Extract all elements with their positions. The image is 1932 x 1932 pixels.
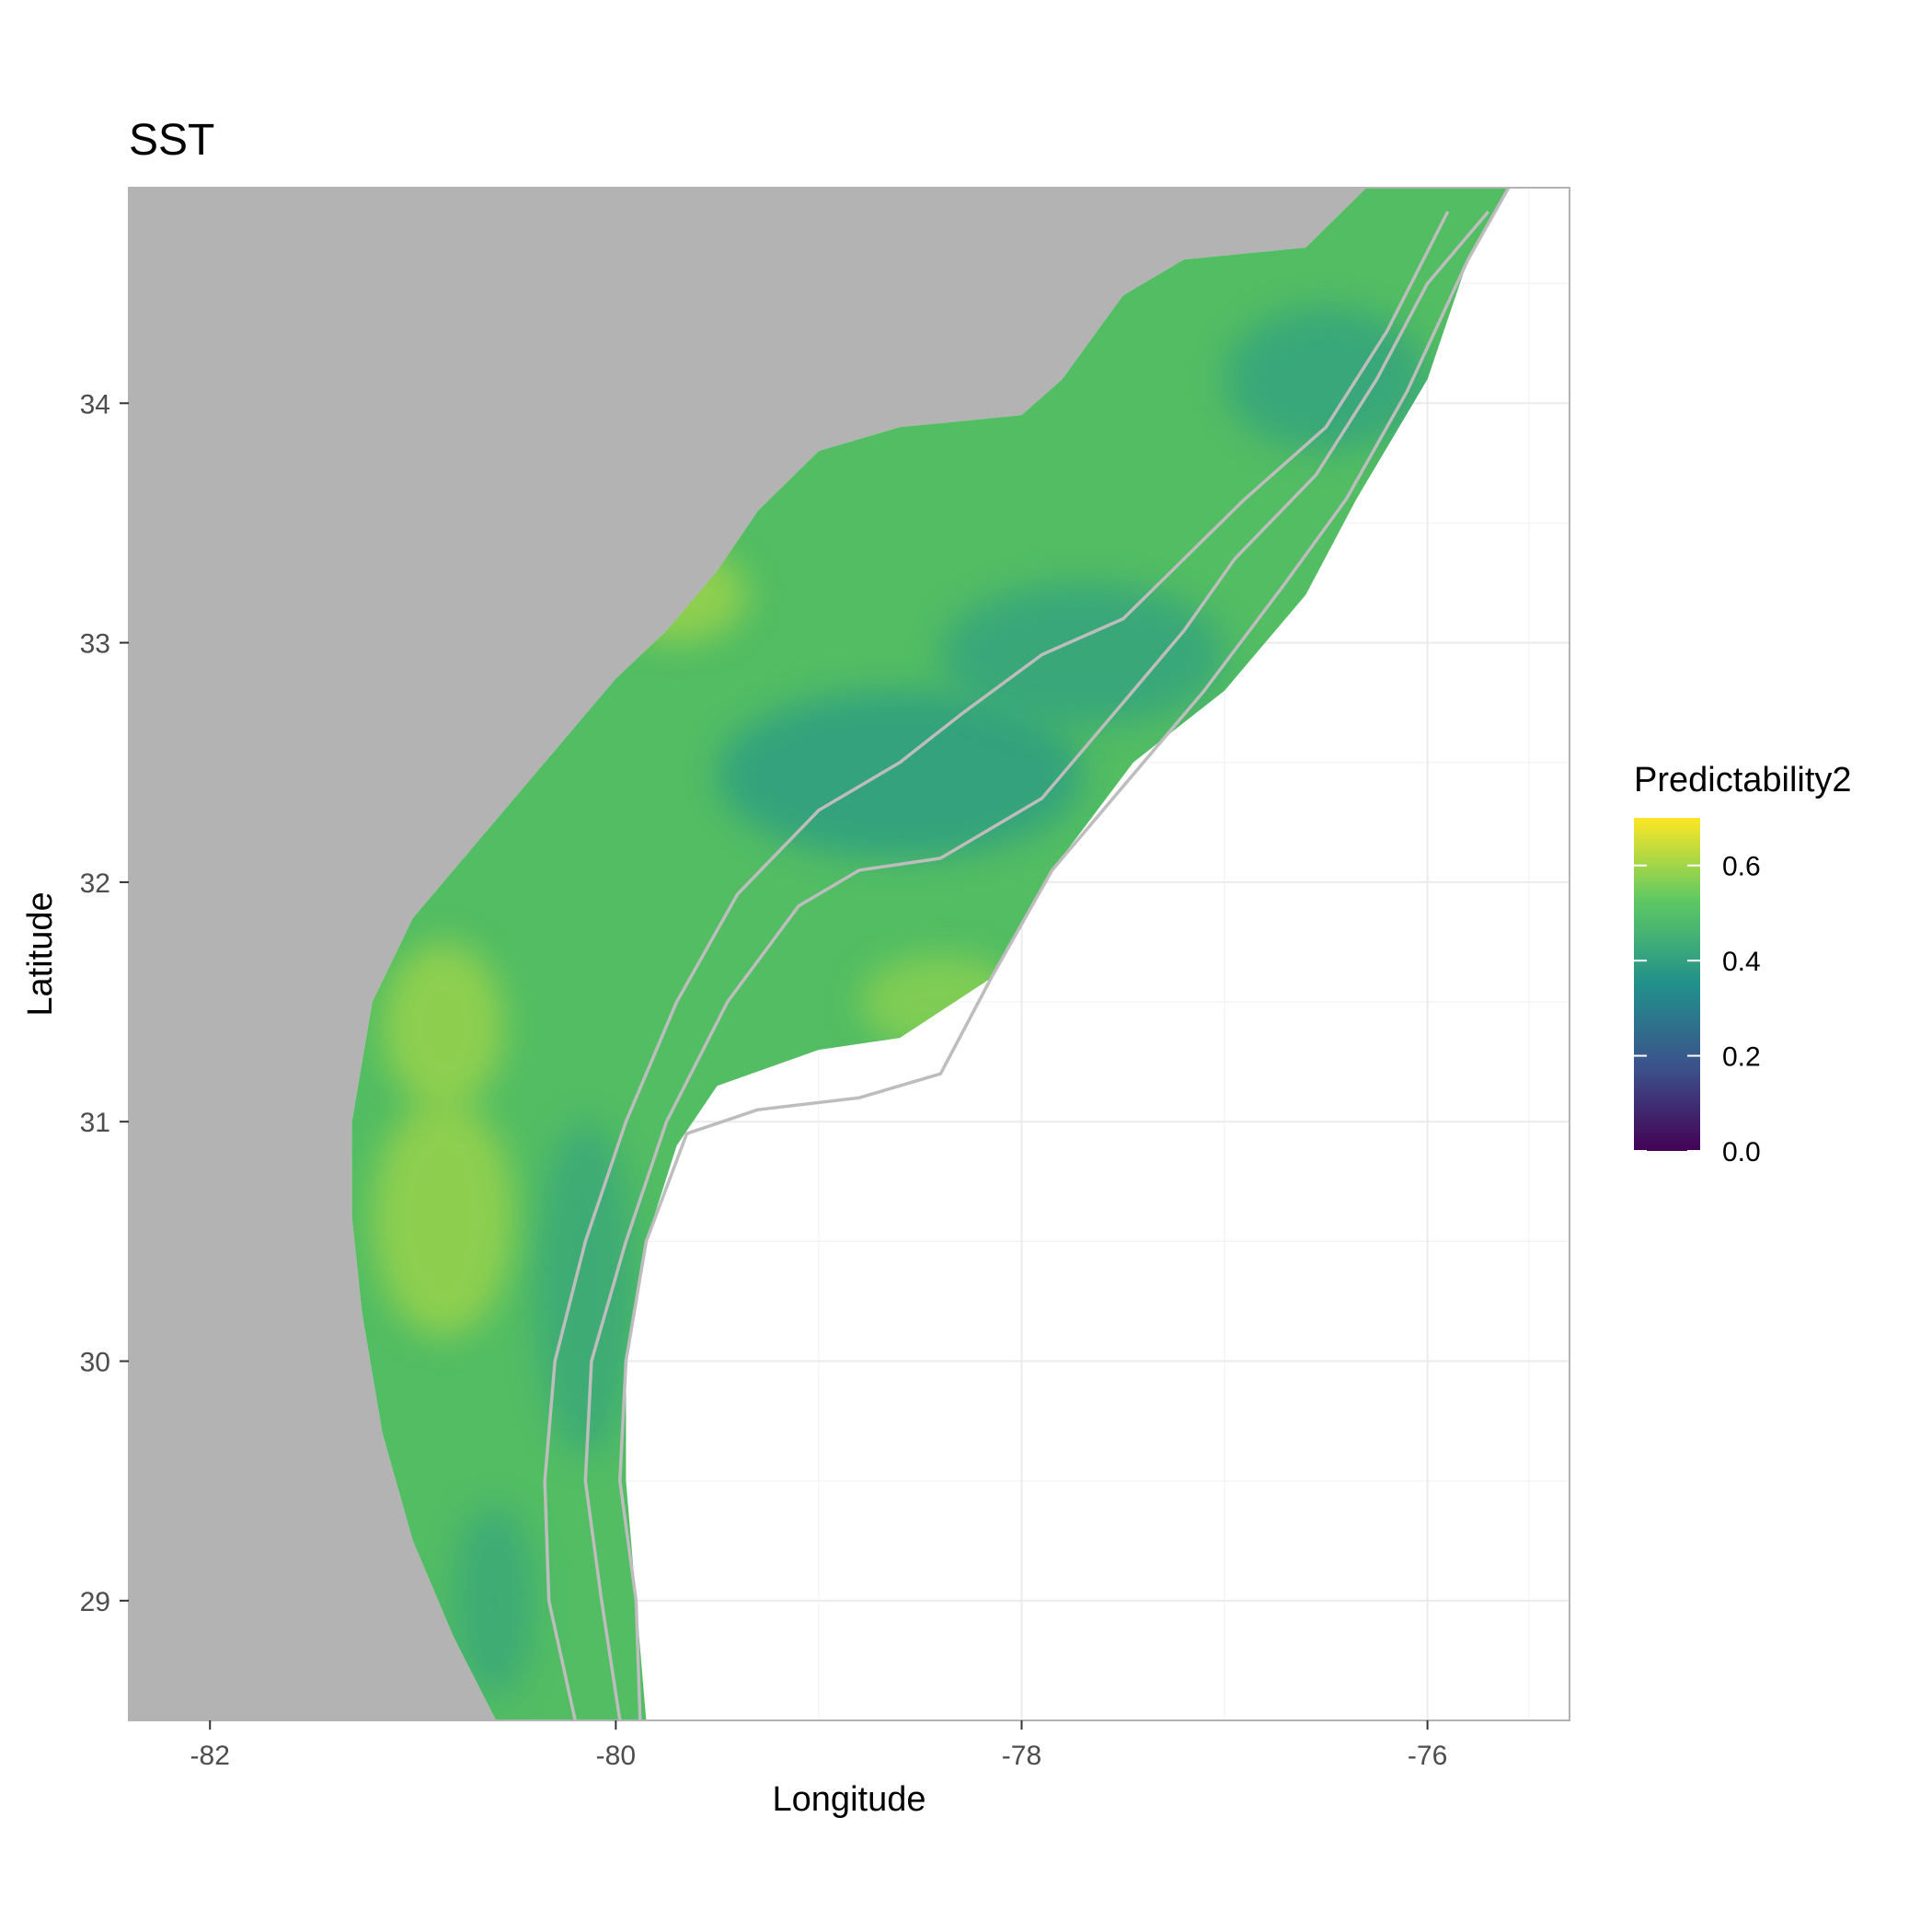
- legend-colorbar: [1634, 818, 1700, 1151]
- legend-label-1: 0.2: [1722, 1042, 1761, 1073]
- hotspot-1: [940, 583, 1225, 727]
- map-panel: [129, 188, 1570, 1720]
- y-tick-label-3: 32: [80, 868, 110, 899]
- y-tick-label-1: 30: [80, 1348, 110, 1378]
- x-tick-label-1: -80: [596, 1741, 636, 1771]
- y-tick-label-2: 31: [80, 1108, 110, 1138]
- y-axis-title: Latitude: [21, 891, 60, 1016]
- y-tick-label-4: 33: [80, 629, 110, 660]
- hotspot-4: [373, 1098, 514, 1337]
- y-axis: 29 30 31 32 33 34: [80, 389, 129, 1617]
- legend-label-3: 0.6: [1722, 852, 1761, 882]
- legend-label-2: 0.4: [1722, 947, 1761, 977]
- x-tick-label-3: -76: [1408, 1741, 1447, 1771]
- x-tick-label-2: -78: [1002, 1741, 1041, 1771]
- y-tick-label-5: 34: [80, 389, 110, 420]
- legend-title: Predictability2: [1634, 761, 1852, 799]
- color-legend: Predictability2 0.0 0.2 0.4 0.6: [1634, 761, 1852, 1167]
- x-axis: -82 -80 -78 -76: [190, 1720, 1448, 1771]
- x-tick-label-0: -82: [190, 1741, 230, 1771]
- hotspot-5: [383, 942, 504, 1110]
- plot-title: SST: [129, 116, 214, 165]
- hotspot-2: [1225, 307, 1428, 451]
- legend-label-0: 0.0: [1722, 1137, 1761, 1167]
- y-tick-label-0: 29: [80, 1587, 110, 1617]
- x-axis-title: Longitude: [773, 1780, 926, 1819]
